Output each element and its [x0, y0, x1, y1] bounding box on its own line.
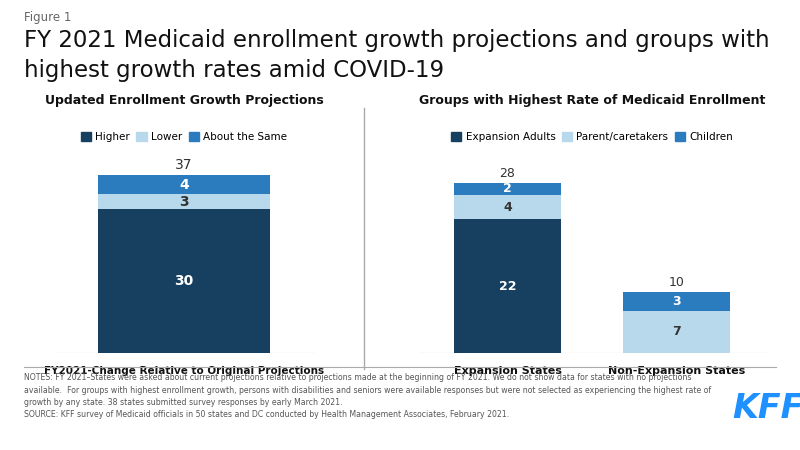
Bar: [622, 310, 730, 353]
Bar: [622, 292, 730, 310]
Text: 4: 4: [179, 178, 189, 192]
Bar: [454, 183, 562, 195]
Text: 28: 28: [499, 167, 515, 180]
Bar: [98, 194, 270, 209]
Bar: [454, 195, 562, 219]
Text: FY 2021 Medicaid enrollment growth projections and groups with: FY 2021 Medicaid enrollment growth proje…: [24, 29, 770, 52]
Legend: Higher, Lower, About the Same: Higher, Lower, About the Same: [77, 128, 291, 146]
Text: highest growth rates amid COVID-19: highest growth rates amid COVID-19: [24, 58, 444, 81]
Text: Groups with Highest Rate of Medicaid Enrollment: Groups with Highest Rate of Medicaid Enr…: [419, 94, 765, 107]
Text: Non-Expansion States: Non-Expansion States: [608, 366, 745, 376]
Text: Updated Enrollment Growth Projections: Updated Enrollment Growth Projections: [45, 94, 323, 107]
Text: 2: 2: [503, 182, 512, 195]
Legend: Expansion Adults, Parent/caretakers, Children: Expansion Adults, Parent/caretakers, Chi…: [447, 128, 737, 146]
Bar: [98, 175, 270, 194]
Text: 30: 30: [174, 274, 194, 288]
Text: 37: 37: [175, 158, 193, 172]
Text: 10: 10: [669, 276, 685, 289]
Bar: [98, 209, 270, 353]
Text: KFF: KFF: [732, 392, 800, 425]
Text: 3: 3: [179, 194, 189, 209]
Text: 3: 3: [672, 295, 681, 308]
Text: Expansion States: Expansion States: [454, 366, 562, 376]
Text: 7: 7: [672, 325, 681, 338]
Bar: [454, 219, 562, 353]
Text: Figure 1: Figure 1: [24, 11, 71, 24]
Text: 22: 22: [498, 280, 516, 293]
Text: FY2021-Change Relative to Original Projections: FY2021-Change Relative to Original Proje…: [44, 366, 324, 376]
Text: NOTES: FY 2021–States were asked about current projections relative to projectio: NOTES: FY 2021–States were asked about c…: [24, 374, 711, 419]
Text: 4: 4: [503, 201, 512, 214]
